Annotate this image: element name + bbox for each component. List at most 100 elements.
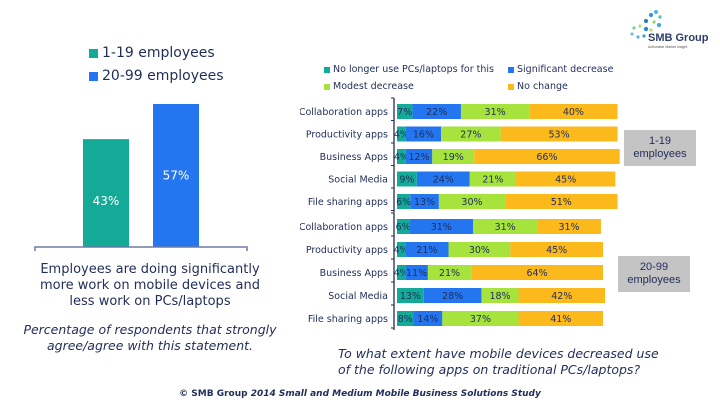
segment-value-label: 51%: [551, 197, 572, 208]
segment-value-label: 42%: [551, 291, 572, 302]
question-line: To what extent have mobile devices decre…: [338, 346, 659, 361]
segment-value-label: 4%: [394, 152, 409, 163]
statement-line: more work on mobile devices and: [39, 278, 260, 293]
segment-value-label: 12%: [408, 152, 429, 163]
segment-value-label: 21%: [416, 245, 437, 256]
bar-segment: [469, 171, 517, 187]
left-subtitle: Percentage of respondents that strongly …: [0, 322, 300, 354]
bar-20-99: [153, 104, 199, 247]
segment-value-label: 40%: [563, 107, 584, 118]
segment-value-label: 14%: [417, 314, 438, 325]
bar-segment: [529, 104, 618, 119]
bar-segment: [442, 311, 519, 326]
segment-value-label: 21%: [439, 268, 460, 279]
bar-value-label: 57%: [163, 169, 190, 183]
legend-label: 20-99 employees: [102, 68, 224, 84]
category-label: Social Media: [328, 175, 388, 186]
legend-label: No longer use PCs/laptops for this: [333, 64, 495, 75]
segment-value-label: 30%: [461, 197, 482, 208]
footer-study-title: 2014 Small and Medium Mobile Business So…: [250, 389, 541, 399]
bar-segment: [473, 219, 538, 234]
segment-value-label: 8%: [398, 314, 413, 325]
category-label: Collaboration apps: [300, 107, 388, 118]
category-label: Productivity apps: [306, 245, 388, 256]
bar-segment: [397, 194, 411, 209]
bar-segment: [410, 194, 439, 209]
segment-value-label: 31%: [431, 222, 452, 233]
legend-item-no-longer-use: No longer use PCs/laptops for this: [324, 64, 494, 75]
logo-dots-icon: [630, 10, 662, 39]
bar-segment: [518, 288, 606, 303]
group-label-line: employees: [633, 148, 687, 160]
segment-value-label: 31%: [558, 222, 579, 233]
segment-value-label: 6%: [396, 197, 411, 208]
bar-segment: [397, 219, 410, 234]
legend-item-no-change: No change: [508, 81, 568, 92]
segment-value-label: 18%: [489, 291, 510, 302]
bar-segment: [409, 219, 474, 234]
bar-segment: [471, 265, 603, 280]
segment-value-label: 53%: [549, 130, 570, 141]
bar-segment: [413, 311, 443, 326]
legend-swatch-teal: [324, 66, 330, 73]
group-label-line: 1-19: [648, 135, 672, 147]
right-question: To what extent have mobile devices decre…: [300, 346, 710, 378]
legend-swatch-blue: [89, 71, 98, 81]
segment-value-label: 66%: [536, 152, 557, 163]
segment-value-label: 22%: [426, 107, 447, 118]
segment-value-label: 31%: [485, 107, 506, 118]
bar-segment: [397, 171, 417, 187]
subtitle-line: agree/agree with this statement.: [46, 338, 254, 353]
statement-line: Employees are doing significantly: [40, 262, 260, 277]
bar-segment: [397, 242, 406, 257]
segment-value-label: 16%: [413, 130, 434, 141]
legend-swatch-teal: [89, 48, 98, 58]
segment-value-label: 11%: [406, 268, 427, 279]
smb-group-logo: SMB Group Actionable Market Insight: [628, 8, 713, 49]
segment-value-label: 6%: [396, 222, 411, 233]
bar-segment: [397, 126, 406, 142]
bar-segment: [427, 265, 472, 280]
category-label: Productivity apps: [306, 130, 388, 141]
bar-segment: [405, 126, 442, 142]
legend-item-20-99: 20-99 employees: [89, 68, 224, 84]
category-label: Business Apps: [320, 268, 388, 279]
left-statement: Employees are doing significantly more w…: [0, 262, 300, 310]
bar-segment: [505, 194, 618, 209]
group-label-line: employees: [627, 274, 681, 286]
segment-value-label: 9%: [399, 175, 414, 186]
legend-swatch-green: [324, 83, 330, 90]
bar-segment: [432, 149, 475, 164]
category-label: File sharing apps: [308, 314, 388, 325]
segment-value-label: 41%: [550, 314, 571, 325]
bar-value-label: 43%: [93, 194, 120, 208]
segment-value-label: 28%: [442, 291, 463, 302]
segment-value-label: 19%: [443, 152, 464, 163]
segment-value-label: 21%: [482, 175, 503, 186]
segment-value-label: 64%: [527, 268, 548, 279]
segment-value-label: 31%: [495, 222, 516, 233]
bar-segment: [460, 104, 530, 119]
footer-prefix: © SMB Group: [179, 389, 251, 399]
bar-segment: [412, 104, 461, 119]
segment-value-label: 27%: [460, 130, 481, 141]
bar-segment: [397, 288, 424, 303]
legend-swatch-yellow: [508, 83, 514, 90]
group-label-line: 20-99: [639, 261, 669, 273]
segment-value-label: 7%: [397, 107, 412, 118]
bar-segment: [518, 311, 603, 326]
category-label: Collaboration apps: [300, 222, 388, 233]
bar-segment: [416, 171, 470, 187]
bar-segment: [474, 149, 620, 164]
bar-segment: [441, 126, 501, 142]
bar-1-19: [83, 139, 129, 247]
legend-item-modest-decrease: Modest decrease: [324, 81, 414, 92]
legend-label: 1-19 employees: [102, 45, 215, 61]
legend-label: Significant decrease: [517, 64, 614, 75]
footer-copyright: © SMB Group 2014 Small and Medium Mobile…: [0, 389, 720, 399]
segment-value-label: 4%: [394, 130, 409, 141]
bar-segment: [448, 242, 511, 257]
segment-value-label: 13%: [400, 291, 421, 302]
group-label-1-19: 1-19 employees: [624, 130, 696, 166]
legend-label: No change: [517, 81, 568, 92]
